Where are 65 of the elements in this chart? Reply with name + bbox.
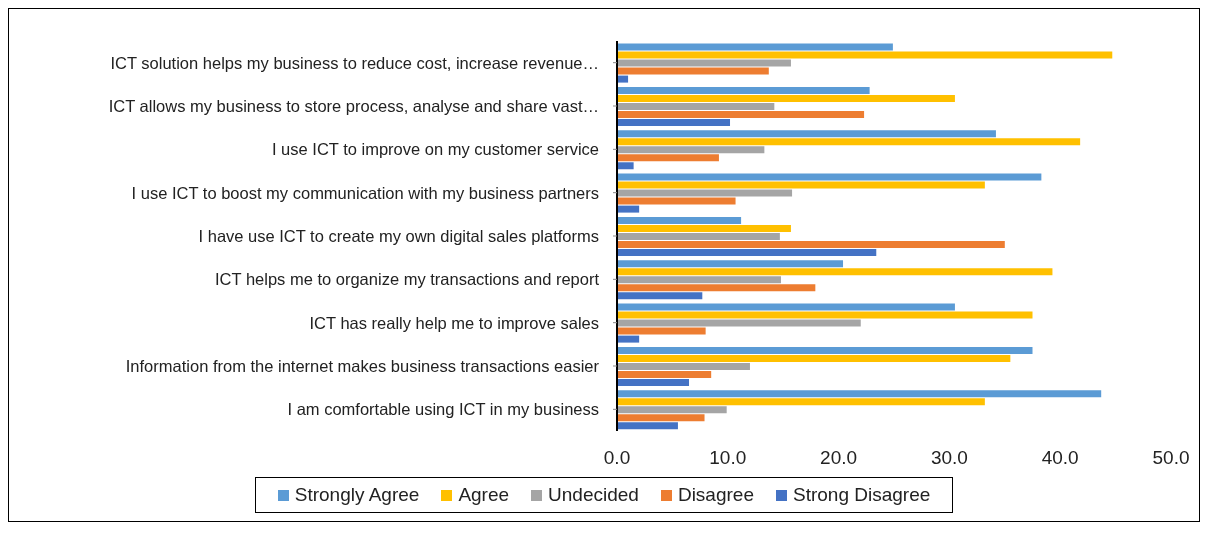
bar — [617, 319, 861, 327]
bar — [617, 390, 1102, 398]
bar — [617, 268, 1053, 276]
bar — [617, 59, 791, 67]
bar — [617, 378, 690, 386]
x-tick-label: 30.0 — [930, 447, 968, 469]
y-tick-label: ICT solution helps my business to reduce cost, increase revenue… — [110, 53, 599, 72]
bar — [617, 232, 780, 240]
legend-label: Agree — [458, 484, 510, 506]
bar — [617, 205, 640, 213]
legend-label: Undecided — [548, 484, 639, 506]
y-tick-label: I use ICT to boost my communication with my business partners — [131, 183, 599, 202]
bar — [617, 335, 640, 343]
x-tick-label: 10.0 — [709, 447, 747, 469]
x-tick-label: 0.0 — [603, 447, 631, 469]
legend-label: Disagree — [677, 484, 754, 506]
bar — [617, 75, 629, 83]
bar — [617, 292, 703, 300]
bar — [617, 370, 712, 378]
bar — [617, 260, 844, 268]
legend-label: Strongly Agree — [294, 484, 420, 506]
y-tick-label: Information from the internet makes business transactions easier — [125, 356, 600, 375]
y-tick-label: I have use ICT to create my own digital sales platforms — [198, 226, 599, 245]
x-tick-label: 50.0 — [1152, 447, 1190, 469]
bar — [617, 67, 769, 75]
bar — [617, 216, 742, 224]
bar — [617, 162, 634, 170]
bar — [617, 110, 865, 118]
bar — [617, 303, 955, 311]
bar — [617, 276, 781, 284]
bar — [617, 406, 727, 414]
y-tick-label: ICT helps me to organize my transactions and report — [215, 270, 600, 289]
bar — [617, 354, 1011, 362]
bar — [617, 311, 1033, 319]
bar — [617, 414, 705, 422]
bar — [617, 362, 750, 370]
bar — [617, 197, 736, 205]
bar — [617, 173, 1042, 181]
bar — [617, 181, 985, 189]
bar — [617, 189, 793, 197]
bar — [617, 43, 893, 51]
x-tick-label: 40.0 — [1041, 447, 1079, 469]
bar — [617, 154, 719, 162]
bar — [617, 346, 1033, 354]
bar — [617, 422, 678, 430]
bar — [617, 102, 775, 110]
bar — [617, 240, 1005, 248]
y-tick-label: I use ICT to improve on my customer service — [271, 140, 599, 159]
bar — [617, 130, 996, 138]
bar — [617, 118, 731, 126]
bar — [617, 224, 791, 232]
x-tick-label: 20.0 — [820, 447, 858, 469]
bar — [617, 398, 985, 406]
bar — [617, 86, 870, 94]
bar — [617, 146, 765, 154]
bar — [617, 248, 877, 256]
bar — [617, 284, 816, 292]
y-tick-label: I am comfortable using ICT in my business — [287, 400, 599, 419]
bar — [617, 51, 1113, 59]
bar — [617, 327, 706, 335]
bar — [617, 138, 1081, 146]
y-tick-label: ICT has really help me to improve sales — [309, 313, 599, 332]
legend-label: Strong Disagree — [792, 484, 931, 506]
bar — [617, 94, 955, 102]
y-tick-label: ICT allows my business to store process, analyse and share vast… — [108, 96, 599, 115]
